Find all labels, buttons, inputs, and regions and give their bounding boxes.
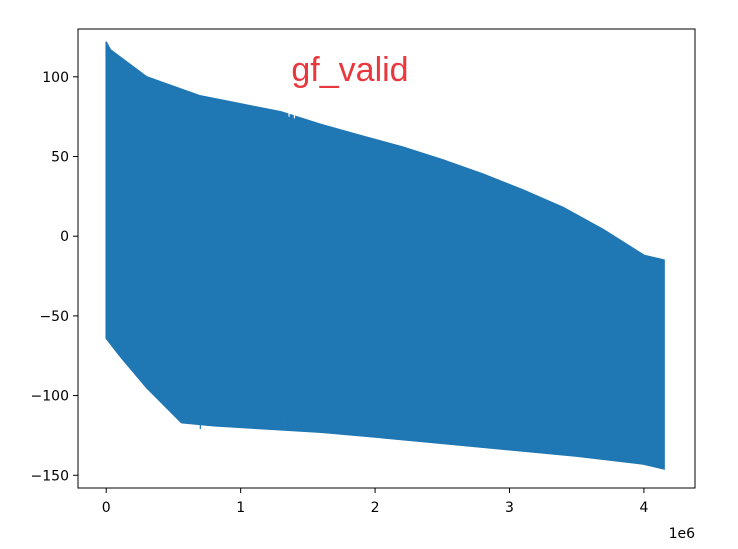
y-tick-label: −150 — [31, 468, 69, 484]
y-axis: −150 −100 −50 0 50 100 — [31, 70, 78, 484]
x-tick-label: 2 — [371, 500, 380, 516]
series-line — [105, 41, 665, 470]
x-tick-label: 3 — [505, 500, 514, 516]
x-tick-label: 0 — [102, 500, 111, 516]
y-tick-label: 0 — [60, 229, 69, 245]
x-tick-label: 4 — [639, 500, 648, 516]
chart-title: gf_valid — [291, 51, 408, 89]
x-axis: 0 1 2 3 4 — [102, 488, 648, 516]
x-offset-text: 1e6 — [669, 526, 696, 542]
plot-area — [105, 41, 665, 470]
axes-frame — [77, 28, 696, 489]
y-tick-label: −50 — [39, 309, 69, 325]
x-tick-label: 1 — [236, 500, 245, 516]
y-tick-label: 50 — [51, 150, 69, 166]
y-tick-label: −100 — [31, 389, 69, 405]
y-tick-label: 100 — [42, 70, 69, 86]
